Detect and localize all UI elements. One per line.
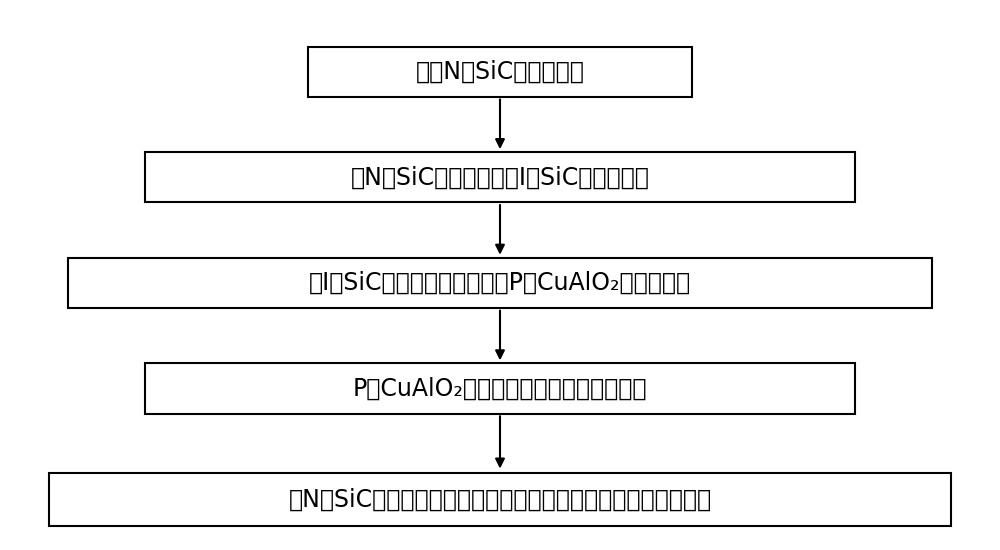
Text: 选取N型SiC衬底并清洗: 选取N型SiC衬底并清洗 (416, 60, 584, 84)
FancyBboxPatch shape (308, 47, 692, 97)
Text: 在I型SiC同质外延层表面生长P型CuAlO₂异质外延层: 在I型SiC同质外延层表面生长P型CuAlO₂异质外延层 (309, 271, 691, 295)
Text: P型CuAlO₂异质外延层上表面制作顶电极: P型CuAlO₂异质外延层上表面制作顶电极 (353, 377, 647, 400)
FancyBboxPatch shape (68, 258, 932, 308)
Text: 在N型SiC衬底下表面制作底电极，最终形成所述紫外光电二极管: 在N型SiC衬底下表面制作底电极，最终形成所述紫外光电二极管 (288, 487, 712, 512)
Text: 在N型SiC衬底表面生长I型SiC同质外延层: 在N型SiC衬底表面生长I型SiC同质外延层 (351, 166, 649, 189)
FancyBboxPatch shape (145, 364, 855, 414)
FancyBboxPatch shape (145, 152, 855, 202)
FancyBboxPatch shape (49, 473, 951, 526)
